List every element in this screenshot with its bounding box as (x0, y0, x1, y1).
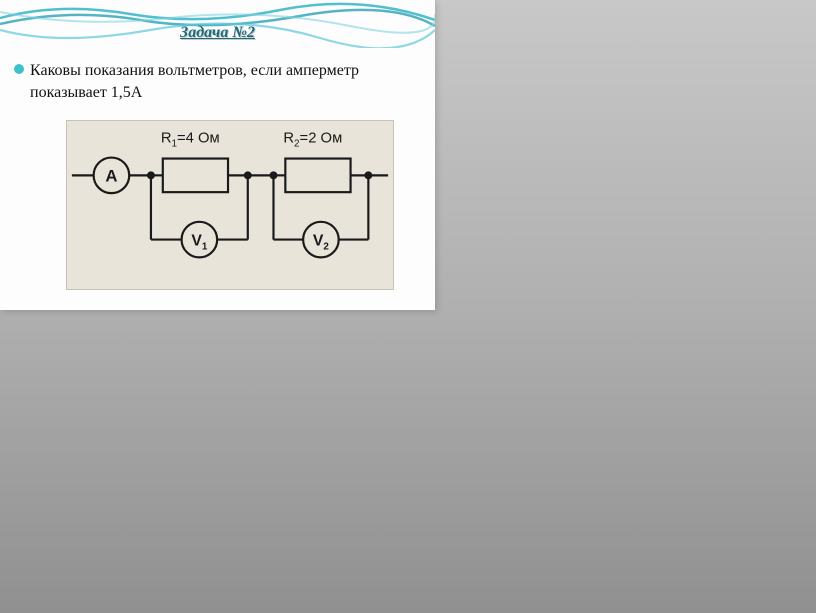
circuit-diagram: R1=4 Ом R2=2 Ом A (66, 120, 394, 290)
r1-value: =4 Ом (177, 131, 220, 147)
slide-card: Задача №2 Каковы показания вольтметров, … (0, 0, 435, 310)
r1-label: R (161, 131, 172, 147)
svg-text:R1=4 Ом: R1=4 Ом (161, 131, 220, 150)
v1-sub: 1 (202, 241, 208, 252)
r2-value: =2 Ом (300, 131, 343, 147)
v1-label: V (191, 233, 202, 250)
v2-label: V (313, 233, 324, 250)
slide-title: Задача №2 (180, 24, 255, 41)
bullet-row: Каковы показания вольтметров, если ампер… (14, 60, 414, 103)
v2-sub: 2 (323, 241, 329, 252)
r2-label: R (283, 131, 294, 147)
bullet-text: Каковы показания вольтметров, если ампер… (30, 60, 414, 103)
bullet-icon (14, 64, 24, 74)
ammeter-label: A (105, 166, 117, 185)
slide-title-area: Задача №2 (0, 24, 435, 42)
svg-text:R2=2 Ом: R2=2 Ом (283, 131, 342, 150)
